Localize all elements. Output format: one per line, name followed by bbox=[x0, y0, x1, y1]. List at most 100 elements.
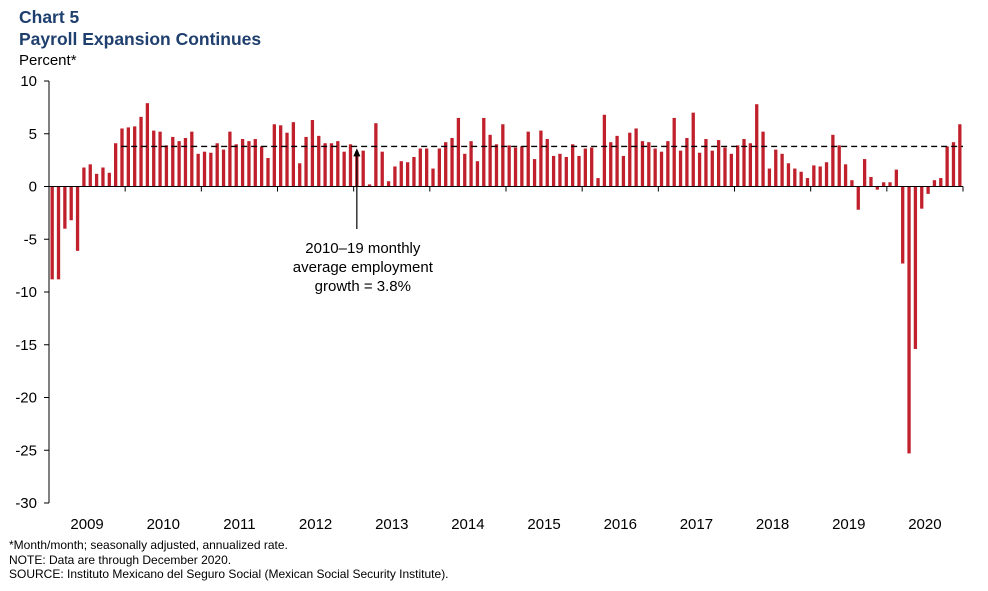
x-tick-label: 2017 bbox=[680, 516, 713, 533]
footnotes: *Month/month; seasonally adjusted, annua… bbox=[9, 538, 449, 582]
bar bbox=[831, 134, 835, 187]
x-tick-label: 2015 bbox=[527, 516, 560, 533]
bar bbox=[139, 116, 143, 187]
bar bbox=[926, 186, 930, 194]
bar bbox=[386, 181, 391, 187]
bar bbox=[901, 186, 905, 264]
bar bbox=[837, 145, 841, 187]
bar bbox=[888, 182, 892, 187]
y-tick-label: -30 bbox=[15, 495, 37, 512]
y-tick-label: -5 bbox=[24, 231, 37, 248]
bar bbox=[298, 163, 302, 187]
bar bbox=[342, 151, 346, 187]
bar bbox=[456, 117, 461, 187]
bar bbox=[907, 186, 911, 454]
bar bbox=[336, 141, 340, 187]
bar bbox=[615, 135, 619, 187]
bar bbox=[221, 149, 226, 187]
bar bbox=[805, 178, 810, 187]
bar bbox=[82, 167, 86, 187]
bar bbox=[444, 142, 448, 187]
bar bbox=[812, 165, 816, 187]
bar bbox=[133, 126, 137, 187]
bar bbox=[704, 139, 708, 187]
bar bbox=[120, 128, 124, 187]
bar bbox=[818, 166, 822, 187]
bar bbox=[329, 143, 334, 187]
bar bbox=[317, 135, 321, 187]
bar bbox=[291, 122, 296, 187]
bar bbox=[247, 141, 251, 187]
x-tick-label: 2010 bbox=[147, 516, 180, 533]
bar bbox=[75, 186, 80, 251]
bar bbox=[869, 177, 873, 187]
bar bbox=[463, 153, 467, 187]
bar bbox=[659, 151, 664, 187]
bar bbox=[723, 147, 727, 187]
bar bbox=[736, 145, 740, 187]
bar bbox=[697, 152, 702, 187]
y-tick-label: -15 bbox=[15, 337, 37, 354]
bar bbox=[780, 153, 784, 187]
bar bbox=[862, 159, 867, 187]
x-tick-label: 2019 bbox=[832, 516, 865, 533]
bar bbox=[418, 148, 422, 187]
annotation-text-line: average employment bbox=[293, 259, 434, 276]
bar bbox=[793, 168, 797, 187]
bar bbox=[405, 162, 410, 187]
bar bbox=[450, 137, 454, 187]
bar bbox=[742, 139, 746, 187]
bar bbox=[196, 153, 200, 187]
bar bbox=[107, 172, 111, 187]
bar bbox=[94, 173, 99, 187]
y-tick-label: -20 bbox=[15, 390, 37, 407]
bar bbox=[653, 148, 657, 187]
bar bbox=[685, 137, 689, 187]
bar bbox=[488, 134, 492, 187]
bar bbox=[63, 186, 67, 229]
bar bbox=[513, 147, 518, 187]
bar bbox=[234, 144, 238, 187]
chart-number: Chart 5 bbox=[19, 7, 80, 27]
bar bbox=[647, 142, 651, 187]
bar bbox=[666, 141, 670, 187]
bar bbox=[564, 156, 568, 187]
bar bbox=[482, 117, 486, 187]
bar bbox=[361, 150, 365, 187]
bar bbox=[279, 125, 283, 187]
bar bbox=[240, 139, 245, 187]
bar bbox=[56, 186, 61, 280]
bar bbox=[126, 127, 130, 187]
annotation-arrow-head bbox=[353, 148, 361, 157]
footnote-note: NOTE: Data are through December 2020. bbox=[9, 552, 232, 567]
bar bbox=[558, 153, 562, 187]
bar bbox=[856, 186, 860, 210]
bar bbox=[171, 136, 175, 187]
bar bbox=[767, 168, 772, 187]
bar bbox=[786, 163, 791, 187]
x-tick-label: 2016 bbox=[604, 516, 637, 533]
bar bbox=[939, 178, 943, 187]
bar bbox=[520, 146, 524, 187]
x-tick-label: 2009 bbox=[70, 516, 103, 533]
bar bbox=[367, 184, 372, 187]
bar bbox=[272, 124, 276, 187]
annotation-text-line: 2010–19 monthly bbox=[305, 240, 421, 257]
bar bbox=[628, 132, 632, 187]
y-axis: 10 5 0 -5 -10 -15 -20 -25 -30 bbox=[15, 73, 50, 512]
bar bbox=[602, 114, 607, 187]
bar bbox=[640, 141, 645, 187]
bar bbox=[69, 186, 73, 221]
annotation: 2010–19 monthly average employment growth … bbox=[293, 148, 434, 295]
y-axis-units-label: Percent* bbox=[19, 52, 77, 69]
x-axis: 2009 2010 2011 2012 2013 2014 2015 2016 2017 2018… bbox=[48, 186, 964, 533]
bar bbox=[621, 155, 626, 187]
bar bbox=[145, 103, 150, 187]
bar bbox=[951, 142, 956, 187]
footnote-definition: *Month/month; seasonally adjusted, annua… bbox=[9, 538, 288, 552]
bar bbox=[894, 169, 898, 187]
bar bbox=[729, 153, 733, 187]
bar bbox=[958, 124, 962, 187]
annotation-text-line: growth = 3.8% bbox=[315, 278, 411, 295]
